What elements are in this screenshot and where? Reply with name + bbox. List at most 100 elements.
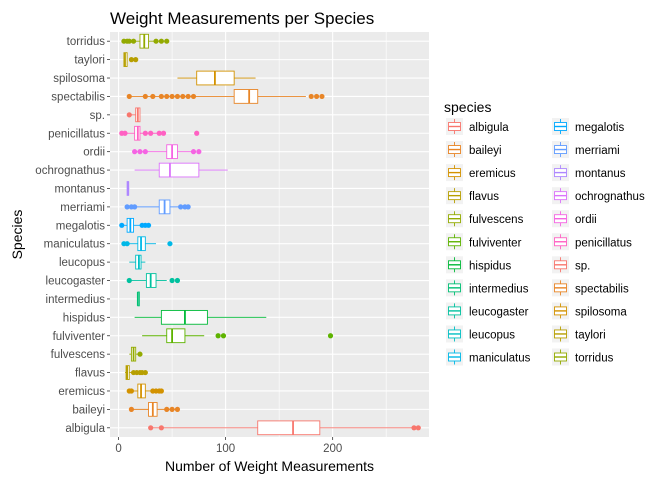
y-tick-label: maniculatus (44, 239, 106, 251)
legend-item-fulvescens: fulvescens (446, 210, 524, 228)
outlier-point (215, 333, 221, 339)
legend-item-montanus: montanus (552, 164, 626, 182)
legend-label: maniculatus (469, 353, 531, 365)
box-iqr (233, 89, 259, 104)
outlier-point (122, 130, 128, 136)
y-tick-label: leucopus (59, 257, 105, 269)
outlier-point (126, 93, 132, 100)
legend-item-spilosoma: spilosoma (552, 302, 627, 320)
outlier-point (164, 406, 170, 412)
outlier-point (314, 93, 320, 100)
legend-label: taylori (575, 329, 606, 341)
y-tick-label: spectabilis (51, 91, 105, 103)
legend-item-fulviventer: fulviventer (446, 233, 522, 251)
y-tick-label: ochrognathus (35, 165, 105, 177)
outlier-point (137, 351, 143, 357)
outlier-point (124, 204, 130, 210)
legend-item-ochrognathus: ochrognathus (552, 187, 645, 205)
box-albigula (148, 420, 421, 436)
outlier-point (142, 93, 148, 100)
box-sp (126, 107, 141, 123)
outlier-point (164, 93, 170, 100)
outlier-point (119, 222, 125, 228)
outlier-point (158, 38, 164, 44)
outlier-point (128, 388, 135, 394)
y-tick-label: fulviventer (53, 331, 106, 343)
outlier-point (128, 57, 135, 63)
legend-label: baileyi (469, 145, 502, 157)
box-fulviventer (142, 328, 334, 344)
outlier-point (148, 425, 154, 431)
box-torridus (121, 33, 170, 49)
legend-label: sp. (575, 260, 590, 272)
box-iqr (257, 420, 321, 436)
legend-item-ordii: ordii (552, 210, 597, 228)
legend-label: megalotis (575, 122, 624, 134)
y-tick-label: fulvescens (51, 349, 106, 361)
box-flavus (124, 365, 148, 380)
outlier-point (153, 38, 159, 44)
legend: albigula baileyi eremicus flavus fulvescens f… (446, 118, 645, 366)
legend-label: ochrognathus (575, 191, 645, 203)
outlier-point (220, 333, 227, 339)
y-tick-label: sp. (90, 110, 105, 122)
y-tick-label: albigula (65, 423, 105, 435)
outlier-point (158, 388, 164, 394)
boxes (119, 33, 421, 436)
outlier-point (169, 277, 175, 284)
legend-item-intermedius: intermedius (446, 279, 529, 297)
plot-panel (110, 32, 429, 437)
box-montanus (126, 181, 130, 196)
outlier-point (169, 406, 175, 412)
outlier-point (150, 93, 156, 100)
legend-label: merriami (575, 145, 620, 157)
y-axis-title: Species (9, 210, 25, 260)
legend-item-taylori: taylori (552, 325, 606, 343)
legend-label: penicillatus (575, 237, 632, 249)
legend-item-albigula: albigula (446, 118, 509, 135)
outlier-point (185, 93, 191, 100)
y-tick-label: ordii (83, 147, 105, 159)
outlier-point (158, 93, 164, 100)
legend-item-maniculatus: maniculatus (446, 348, 531, 366)
box-eremicus (126, 383, 164, 399)
y-tick-label: merriami (60, 202, 105, 214)
outlier-point (185, 204, 191, 210)
box-merriami (124, 199, 191, 215)
legend-item-merriami: merriami (552, 141, 620, 159)
y-tick-label: baileyi (72, 404, 105, 416)
legend-label: leucopus (469, 329, 515, 341)
box-leucogaster (126, 273, 181, 288)
outlier-point (174, 277, 181, 284)
y-tick-label: spilosoma (53, 73, 105, 85)
outlier-point (178, 204, 184, 210)
outlier-point (190, 93, 197, 100)
box-spilosoma (177, 70, 256, 86)
y-tick-label: flavus (75, 368, 105, 380)
outlier-point (142, 369, 148, 376)
outlier-point (308, 93, 314, 100)
box-iqr (158, 162, 200, 178)
x-tick-label: 200 (323, 443, 342, 455)
box-spectabilis (126, 89, 325, 104)
y-tick-label: intermedius (46, 294, 106, 306)
outlier-point (132, 204, 138, 210)
y-tick-label: hispidus (63, 312, 105, 324)
box-leucopus (129, 254, 146, 270)
y-tick-label: torridus (67, 36, 106, 48)
outlier-point (126, 38, 132, 44)
legend-item-leucogaster: leucogaster (446, 302, 529, 320)
outlier-point (180, 93, 186, 100)
chart-title: Weight Measurements per Species (110, 9, 374, 28)
legend-label: spectabilis (575, 283, 629, 295)
outlier-point (164, 38, 170, 44)
outlier-point (194, 130, 200, 136)
legend-label: leucogaster (469, 306, 529, 318)
x-axis-ticks: 0 100 200 (115, 437, 342, 455)
box-ochrognathus (134, 162, 228, 178)
legend-item-baileyi: baileyi (446, 141, 502, 159)
legend-label: eremicus (469, 168, 516, 180)
outlier-point (319, 93, 325, 100)
legend-item-megalotis: megalotis (552, 118, 624, 135)
